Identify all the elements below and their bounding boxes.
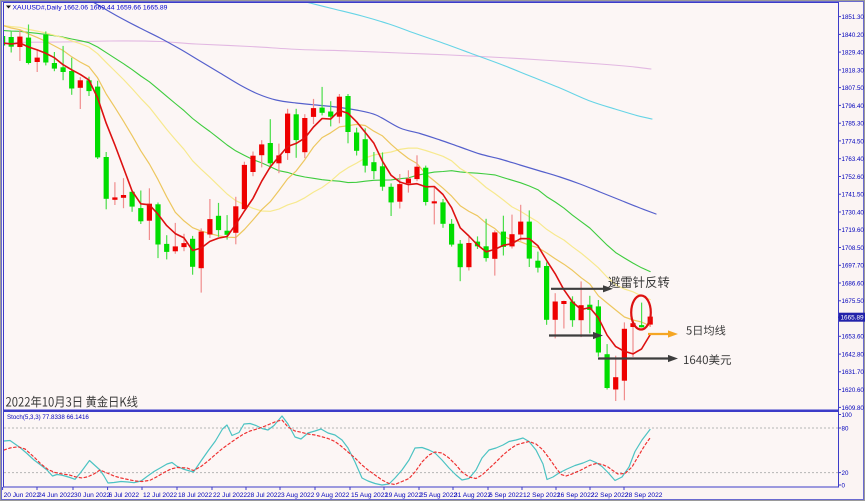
svg-text:28 Sep 2022: 28 Sep 2022: [625, 492, 663, 499]
svg-text:0: 0: [842, 482, 846, 489]
svg-text:1697.70: 1697.70: [842, 263, 865, 270]
svg-text:1708.50: 1708.50: [842, 245, 865, 252]
svg-text:1675.50: 1675.50: [842, 298, 865, 305]
svg-text:22 Sep 2022: 22 Sep 2022: [591, 492, 629, 499]
svg-text:1752.60: 1752.60: [842, 174, 865, 181]
svg-text:1609.80: 1609.80: [842, 405, 865, 412]
svg-text:31 Aug 2022: 31 Aug 2022: [454, 492, 491, 499]
svg-text:1818.30: 1818.30: [842, 67, 865, 74]
svg-text:Stoch(5,3,3) 77.8338 66.1416: Stoch(5,3,3) 77.8338 66.1416: [7, 414, 89, 421]
svg-text:9 Aug 2022: 9 Aug 2022: [316, 492, 350, 499]
svg-text:1620.60: 1620.60: [842, 387, 865, 394]
svg-text:18 Jul 2022: 18 Jul 2022: [178, 492, 212, 499]
svg-text:30 Jun 2022: 30 Jun 2022: [74, 492, 111, 499]
svg-text:1851.30: 1851.30: [842, 14, 865, 21]
svg-text:1686.60: 1686.60: [842, 280, 865, 287]
svg-text:20: 20: [842, 470, 849, 477]
svg-text:28 Jul 2022: 28 Jul 2022: [247, 492, 281, 499]
svg-text:1807.50: 1807.50: [842, 85, 865, 92]
svg-text:1763.40: 1763.40: [842, 156, 865, 163]
svg-text:1631.70: 1631.70: [842, 369, 865, 376]
svg-text:25 Aug 2022: 25 Aug 2022: [420, 492, 457, 499]
svg-text:100: 100: [842, 412, 853, 419]
svg-text:16 Sep 2022: 16 Sep 2022: [557, 492, 595, 499]
svg-text:15 Aug 2022: 15 Aug 2022: [351, 492, 388, 499]
svg-text:6 Jul 2022: 6 Jul 2022: [109, 492, 140, 499]
svg-text:1785.30: 1785.30: [842, 121, 865, 128]
svg-text:19 Aug 2022: 19 Aug 2022: [385, 492, 422, 499]
svg-text:1796.40: 1796.40: [842, 103, 865, 110]
svg-text:1741.50: 1741.50: [842, 192, 865, 199]
svg-text:1840.20: 1840.20: [842, 32, 865, 39]
svg-text:1653.60: 1653.60: [842, 334, 865, 341]
svg-text:80: 80: [842, 425, 849, 432]
svg-text:3 Aug 2022: 3 Aug 2022: [281, 492, 315, 499]
svg-text:1774.50: 1774.50: [842, 138, 865, 145]
svg-text:1665.89: 1665.89: [841, 315, 865, 322]
svg-text:6 Sep 2022: 6 Sep 2022: [489, 492, 523, 499]
svg-text:1719.60: 1719.60: [842, 227, 865, 234]
svg-text:1730.40: 1730.40: [842, 209, 865, 216]
svg-text:20 Jun 2022: 20 Jun 2022: [4, 492, 41, 499]
svg-text:XAUUSD#,Daily 1662.06 1669.44: XAUUSD#,Daily 1662.06 1669.44 1659.66 16…: [13, 4, 168, 11]
svg-text:24 Jun 2022: 24 Jun 2022: [38, 492, 75, 499]
svg-text:22 Jul 2022: 22 Jul 2022: [213, 492, 247, 499]
svg-text:12 Sep 2022: 12 Sep 2022: [523, 492, 561, 499]
svg-text:12 Jul 2022: 12 Jul 2022: [143, 492, 177, 499]
svg-text:1829.40: 1829.40: [842, 50, 865, 57]
svg-text:1642.80: 1642.80: [842, 352, 865, 359]
